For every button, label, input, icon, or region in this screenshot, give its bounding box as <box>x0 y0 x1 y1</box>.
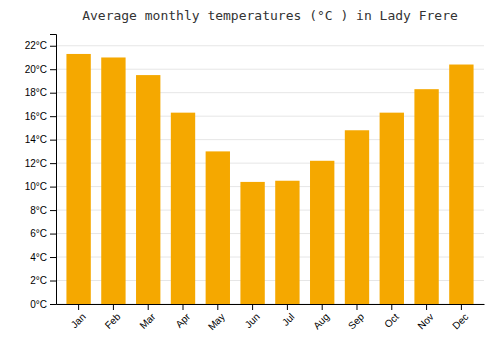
tick-mark <box>183 304 184 310</box>
plot: 0°C 2°C 4°C 6°C 8°C 10°C 12°C 14°C 16°C 18°C 20°C 2… <box>25 35 485 333</box>
tick-mark <box>50 163 56 164</box>
grid <box>56 46 484 304</box>
tick-label: 20°C <box>25 64 47 75</box>
tick-mark <box>461 304 462 310</box>
tick: 22°C <box>25 40 56 51</box>
tick: 8°C <box>30 205 56 216</box>
tick-mark <box>252 304 253 310</box>
tick-label: 14°C <box>25 134 47 145</box>
bar <box>240 182 264 304</box>
tick-mark <box>50 257 56 258</box>
tick: Aug <box>311 304 331 331</box>
tick-label: Jul <box>280 311 297 328</box>
tick-label: 4°C <box>30 252 47 263</box>
tick-label: 2°C <box>30 275 47 286</box>
tick-mark <box>50 234 56 235</box>
tick-mark <box>50 69 56 70</box>
bar <box>449 65 473 304</box>
tick: 14°C <box>25 134 56 145</box>
tick-label: 22°C <box>25 40 47 51</box>
tick-label: May <box>206 311 227 332</box>
bar <box>101 57 125 304</box>
tick-label: Mar <box>137 311 157 331</box>
tick-label: 10°C <box>25 181 47 192</box>
tick-label: Feb <box>103 311 123 331</box>
tick-mark <box>50 140 56 141</box>
bar <box>136 75 160 304</box>
tick: 4°C <box>30 252 56 263</box>
tick-label: 6°C <box>30 228 47 239</box>
tick-mark <box>217 304 218 310</box>
grid-line <box>56 45 484 46</box>
bar <box>275 181 299 304</box>
tick-mark <box>426 304 427 310</box>
tick-mark <box>287 304 288 310</box>
tick: 2°C <box>30 275 56 286</box>
tick-label: Nov <box>415 311 435 331</box>
tick-mark <box>50 187 56 188</box>
tick-label: Apr <box>173 311 192 330</box>
tick-label: 16°C <box>25 111 47 122</box>
bar <box>345 130 369 304</box>
axis-line <box>57 304 485 305</box>
tick-label: Jan <box>69 311 88 330</box>
tick: 0°C <box>30 299 56 310</box>
tick: May <box>206 304 227 332</box>
tick-label: Dec <box>450 311 470 331</box>
tick-label: Sep <box>346 311 367 332</box>
tick-mark <box>50 281 56 282</box>
bar <box>171 113 195 304</box>
tick: Jul <box>280 304 297 328</box>
tick-mark <box>50 116 56 117</box>
tick: Nov <box>415 304 435 331</box>
bar <box>310 161 334 304</box>
tick: Sep <box>346 304 367 331</box>
tick-mark <box>50 210 56 211</box>
bar <box>66 54 90 304</box>
tick-label: 8°C <box>30 205 47 216</box>
tick-mark <box>148 304 149 310</box>
tick: 10°C <box>25 181 56 192</box>
tick-mark <box>356 304 357 310</box>
tick: 6°C <box>30 228 56 239</box>
tick: Feb <box>103 304 123 331</box>
tick-label: 18°C <box>25 87 47 98</box>
tick-mark <box>322 304 323 310</box>
bars <box>66 54 473 304</box>
tick-label: Oct <box>382 311 401 330</box>
tick: Mar <box>137 304 157 331</box>
chart: 0°C 2°C 4°C 6°C 8°C 10°C 12°C 14°C 16°C 18°C 20°C 2… <box>0 0 500 350</box>
tick-mark <box>50 304 56 305</box>
axis-line <box>50 35 57 305</box>
tick: Jan <box>69 304 88 330</box>
tick: 20°C <box>25 64 56 75</box>
bar <box>414 89 438 304</box>
bar <box>380 113 404 304</box>
tick: Jun <box>243 304 262 330</box>
bar <box>206 151 230 304</box>
tick-mark <box>50 93 56 94</box>
tick: 16°C <box>25 111 56 122</box>
x-axis: Jan Feb Mar Apr May Jun Jul Aug Sep Oct Nov Dec <box>57 304 485 332</box>
tick-label: 12°C <box>25 158 47 169</box>
tick-label: Jun <box>243 311 262 330</box>
tick-label: 0°C <box>30 299 47 310</box>
tick-mark <box>113 304 114 310</box>
y-axis: 0°C 2°C 4°C 6°C 8°C 10°C 12°C 14°C 16°C 18°C 20°C 2… <box>25 35 57 310</box>
tick-mark <box>391 304 392 310</box>
tick-mark <box>78 304 79 310</box>
tick: 18°C <box>25 87 56 98</box>
tick-mark <box>50 46 56 47</box>
tick: Dec <box>450 304 470 331</box>
tick: Oct <box>382 304 401 330</box>
tick-label: Aug <box>311 311 331 331</box>
tick: Apr <box>173 304 192 330</box>
title: Average monthly temperatures (°C ) in La… <box>82 8 458 23</box>
tick: 12°C <box>25 158 56 169</box>
